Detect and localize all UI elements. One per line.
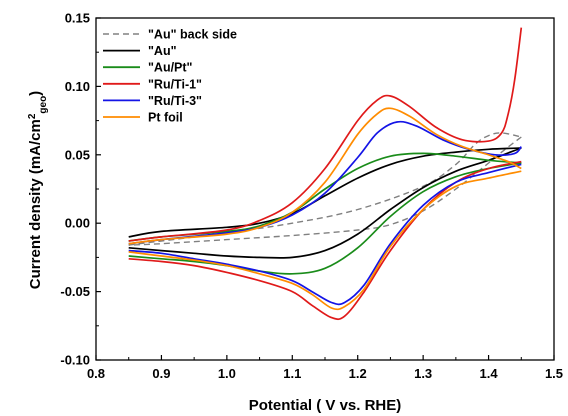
x-tick-label: 1.5 (545, 366, 563, 381)
y-axis-title-sub: geo (38, 96, 49, 114)
series-5-cathodic-branch (128, 163, 522, 306)
x-tick-label: 1.4 (480, 366, 499, 381)
series-4-anodic-branch (128, 27, 523, 242)
y-tick-label: 0.10 (65, 79, 90, 94)
legend-label: "Ru/Ti-3" (148, 94, 202, 108)
y-axis-title-main: Current density (mA/cm (27, 119, 44, 289)
x-tick-label: 1.0 (218, 366, 236, 381)
series-3-curve (128, 152, 522, 275)
series-6-anodic-branch (128, 107, 522, 245)
legend-label: "Ru/Ti-1" (148, 77, 202, 91)
series-4-curve (128, 27, 523, 321)
legend-label: "Au/Pt" (148, 61, 193, 75)
legend-label: "Au" (148, 44, 177, 58)
series-1-curve (128, 132, 522, 246)
series-2-cathodic-branch (128, 147, 522, 259)
y-axis-title-sup: 2 (27, 113, 38, 119)
series-3-anodic-branch (128, 152, 522, 242)
y-tick-label: 0.15 (65, 11, 90, 26)
series-1-cathodic-branch (128, 136, 522, 246)
series-6-curve (128, 107, 522, 311)
y-tick-label: 0.05 (65, 147, 90, 162)
series-2-anodic-branch (128, 147, 522, 238)
series-4-cathodic-branch (128, 160, 522, 321)
legend: "Au" back side "Au" "Au/Pt" "Ru/Ti-1" "Ru/Ti… (103, 28, 237, 125)
series-5-curve (128, 120, 522, 306)
x-tick-label: 1.2 (349, 366, 367, 381)
legend-label: "Au" back side (148, 28, 237, 42)
series-3-cathodic-branch (128, 162, 522, 275)
y-axis-title-close: ) (27, 91, 44, 96)
x-tick-label: 0.9 (152, 366, 170, 381)
svg-text:Current density (mA/cm2geo): Current density (mA/cm2geo) (27, 91, 49, 289)
series-6-cathodic-branch (128, 170, 522, 311)
x-tick-label: 1.1 (283, 366, 301, 381)
x-axis-title: Potential ( V vs. RHE) (249, 397, 402, 414)
y-tick-label: -0.10 (60, 353, 90, 368)
series-1-anodic-branch (128, 132, 522, 246)
series-group (128, 27, 523, 321)
y-axis-title: Current density (mA/cm2geo) (27, 91, 49, 289)
series-2-curve (128, 147, 522, 259)
x-tick-label: 0.8 (87, 366, 105, 381)
y-tick-label: -0.05 (60, 284, 90, 299)
plot-frame (95, 17, 555, 361)
legend-label: Pt foil (148, 111, 183, 125)
x-tick-label: 1.3 (414, 366, 432, 381)
axis-ticks: 0.8 0.9 1.0 1.1 1.2 1.3 1.4 1.5 -0.10 -0.05 0.00 0.… (60, 11, 563, 382)
y-tick-label: 0.00 (65, 216, 90, 231)
